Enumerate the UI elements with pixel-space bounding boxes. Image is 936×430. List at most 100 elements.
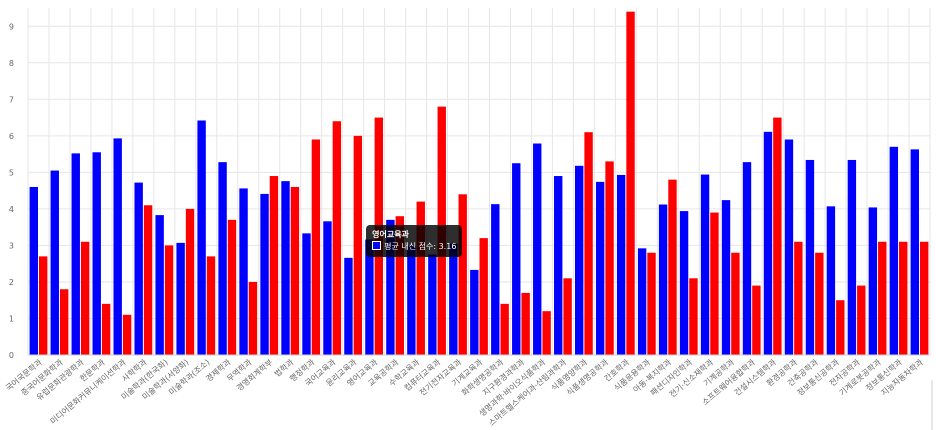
blue-bar[interactable] <box>323 221 332 355</box>
y-tick-label: 8 <box>9 59 14 68</box>
blue-bar[interactable] <box>197 120 206 355</box>
red-bar[interactable] <box>311 139 321 355</box>
red-bar[interactable] <box>815 252 824 355</box>
blue-bar[interactable] <box>868 207 878 355</box>
y-axis-ticks: 0 1 2 3 4 5 6 7 8 9 <box>9 22 14 360</box>
blue-bar[interactable] <box>50 170 59 355</box>
blue-bar[interactable] <box>616 174 626 355</box>
red-bar[interactable] <box>227 219 237 355</box>
red-bar[interactable] <box>248 281 258 355</box>
red-bar[interactable] <box>500 303 509 355</box>
blue-bar[interactable] <box>574 165 584 355</box>
red-bar[interactable] <box>416 201 425 355</box>
red-bar[interactable] <box>626 11 635 356</box>
red-bar[interactable] <box>689 278 698 355</box>
red-bar[interactable] <box>185 208 195 355</box>
blue-bar[interactable] <box>784 139 794 355</box>
blue-bar[interactable] <box>155 215 164 355</box>
red-bar[interactable] <box>794 241 803 355</box>
red-bar[interactable] <box>857 285 866 355</box>
red-bar[interactable] <box>878 241 887 355</box>
blue-bar[interactable] <box>910 149 920 355</box>
red-bar[interactable] <box>542 311 551 355</box>
red-bar[interactable] <box>80 241 90 355</box>
red-bar[interactable] <box>290 186 300 355</box>
blue-bar[interactable] <box>491 204 500 355</box>
red-bar[interactable] <box>101 303 111 355</box>
red-bar[interactable] <box>269 176 279 355</box>
red-bar[interactable] <box>920 241 929 355</box>
red-bar[interactable] <box>584 132 593 355</box>
red-bar[interactable] <box>731 252 740 355</box>
blue-bar[interactable] <box>365 239 374 355</box>
y-tick-label: 9 <box>9 22 14 31</box>
blue-bar[interactable] <box>428 254 437 355</box>
red-bar[interactable] <box>122 314 132 355</box>
red-bar[interactable] <box>752 285 761 355</box>
red-bar[interactable] <box>353 135 363 355</box>
blue-bar[interactable] <box>407 245 416 355</box>
blue-bar[interactable] <box>826 206 836 355</box>
red-bar[interactable] <box>605 161 614 355</box>
red-bar[interactable] <box>710 212 719 355</box>
blue-bar[interactable] <box>386 219 395 355</box>
y-tick-label: 3 <box>9 241 14 250</box>
gridlines <box>27 8 931 356</box>
red-bar[interactable] <box>479 238 488 355</box>
blue-bar[interactable] <box>763 131 773 355</box>
bars <box>29 11 929 356</box>
red-bar[interactable] <box>59 289 69 355</box>
y-tick-label: 0 <box>9 351 14 360</box>
y-tick-label: 4 <box>9 205 14 214</box>
red-bar[interactable] <box>521 292 530 355</box>
red-bar[interactable] <box>206 256 216 355</box>
red-bar[interactable] <box>437 106 446 355</box>
blue-bar[interactable] <box>637 248 647 355</box>
blue-bar[interactable] <box>29 186 38 355</box>
blue-bar[interactable] <box>176 242 185 355</box>
blue-bar[interactable] <box>344 257 353 355</box>
blue-bar[interactable] <box>281 181 290 355</box>
blue-bar[interactable] <box>113 138 122 355</box>
red-bar[interactable] <box>374 117 384 355</box>
blue-bar[interactable] <box>512 163 521 355</box>
y-tick-label: 6 <box>9 132 14 141</box>
y-tick-label: 2 <box>9 278 14 287</box>
blue-bar[interactable] <box>260 193 269 355</box>
y-tick-label: 1 <box>9 314 14 323</box>
blue-bar[interactable] <box>302 233 311 355</box>
red-bar[interactable] <box>38 256 48 355</box>
blue-bar[interactable] <box>470 269 479 355</box>
red-bar[interactable] <box>668 179 677 355</box>
blue-bar[interactable] <box>92 152 101 355</box>
blue-bar[interactable] <box>554 176 563 355</box>
y-tick-label: 7 <box>9 95 14 104</box>
blue-bar[interactable] <box>449 243 458 355</box>
red-bar[interactable] <box>773 117 782 355</box>
blue-bar[interactable] <box>595 181 605 355</box>
red-bar[interactable] <box>458 194 467 355</box>
blue-bar[interactable] <box>533 143 542 355</box>
blue-bar[interactable] <box>218 162 227 355</box>
x-axis-ticks: 국어국문학과중국어문화학과유럽문화관광학과한문학과미디어문화커뮤니케이션학과사학… <box>4 356 926 427</box>
blue-bar[interactable] <box>742 162 752 355</box>
blue-bar[interactable] <box>658 204 668 355</box>
blue-bar[interactable] <box>239 188 248 355</box>
red-bar[interactable] <box>143 205 153 355</box>
red-bar[interactable] <box>164 245 174 355</box>
red-bar[interactable] <box>563 278 572 355</box>
blue-bar[interactable] <box>721 200 731 355</box>
blue-bar[interactable] <box>700 174 710 355</box>
blue-bar[interactable] <box>134 182 143 355</box>
red-bar[interactable] <box>332 121 342 355</box>
blue-bar[interactable] <box>679 211 689 355</box>
red-bar[interactable] <box>395 216 404 355</box>
blue-bar[interactable] <box>847 159 857 355</box>
blue-bar[interactable] <box>889 146 899 355</box>
red-bar[interactable] <box>836 300 845 355</box>
blue-bar[interactable] <box>805 159 815 355</box>
red-bar[interactable] <box>647 252 656 355</box>
blue-bar[interactable] <box>71 153 80 355</box>
red-bar[interactable] <box>899 241 908 355</box>
